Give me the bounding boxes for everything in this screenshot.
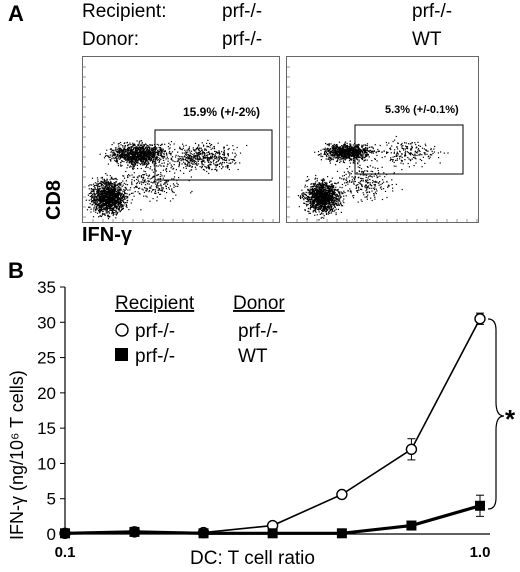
data-point-circle — [405, 443, 418, 456]
y-tick-label: 5 — [47, 490, 56, 509]
gate-percent-right: 5.3% (+/-0.1%) — [385, 104, 459, 116]
data-point-square — [406, 520, 417, 531]
data-point-square — [475, 500, 485, 511]
y-tick-label: 10 — [37, 454, 56, 473]
flow-plot-left-svg — [83, 66, 274, 222]
x-tick-label: 0.1 — [55, 544, 76, 561]
data-point-square — [198, 528, 209, 539]
significance-star: * — [505, 404, 516, 434]
y-tick-label: 30 — [37, 313, 56, 332]
recipient-label: Recipient: — [82, 1, 167, 22]
right-recipient-value: prf-/- — [412, 1, 453, 22]
panel-b-letter: B — [8, 258, 24, 283]
gate-box-right — [354, 124, 464, 175]
legend-filled-square-marker — [115, 348, 128, 361]
legend-row1-donor: prf-/- — [238, 321, 278, 342]
legend-open-circle-marker — [115, 323, 129, 337]
x-tick-label: 1.0 — [470, 544, 491, 561]
flow-plot-left: 15.9% (+/-2%) — [82, 56, 280, 223]
y-axis-label: IFN-γ (ng/10⁶ T cells) — [7, 370, 27, 540]
panel-a-letter: A — [8, 1, 24, 26]
legend-recipient-header: Recipient — [115, 293, 195, 314]
y-tick-label: 25 — [37, 349, 56, 368]
legend-donor-header: Donor — [233, 293, 285, 314]
legend-row1-recipient: prf-/- — [135, 321, 175, 342]
data-point-square — [129, 526, 140, 537]
left-recipient-value: prf-/- — [222, 1, 263, 22]
gate-box-left — [154, 129, 273, 181]
legend-row2-donor: WT — [238, 346, 268, 367]
ifn-axis-label: IFN-γ — [82, 224, 132, 246]
y-tick-label: 20 — [37, 384, 56, 403]
flow-plot-right: 5.3% (+/-0.1%) — [286, 56, 479, 223]
data-point-square — [60, 528, 70, 539]
y-tick-label: 15 — [37, 419, 56, 438]
right-donor-value: WT — [412, 29, 442, 50]
data-point-square — [267, 528, 278, 539]
legend-row2-recipient: prf-/- — [135, 346, 175, 367]
gate-percent-left: 15.9% (+/-2%) — [183, 105, 261, 119]
significance-brace — [487, 318, 505, 510]
y-tick-label: 35 — [37, 278, 56, 297]
flow-plot-right-svg — [287, 66, 478, 222]
data-point-square — [336, 528, 347, 539]
left-donor-value: prf-/- — [222, 29, 263, 50]
data-point-circle — [336, 488, 348, 501]
donor-label: Donor: — [82, 29, 140, 50]
y-tick-label: 0 — [47, 525, 56, 544]
data-point-circle — [474, 313, 486, 325]
x-axis-label: DC: T cell ratio — [190, 548, 315, 569]
